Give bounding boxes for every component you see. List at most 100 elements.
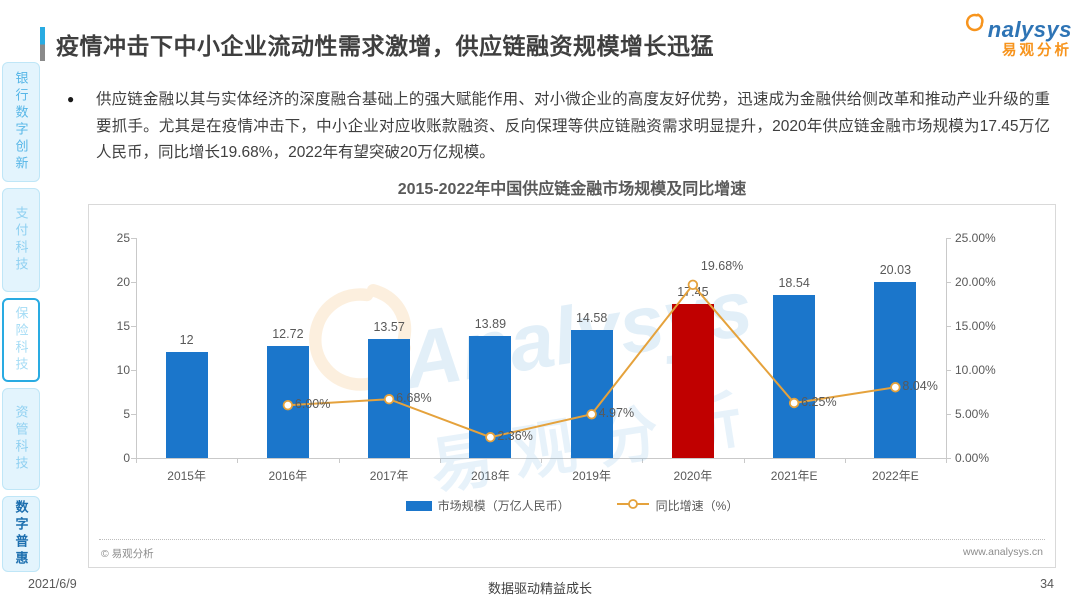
chart-title: 2015-2022年中国供应链金融市场规模及同比增速 bbox=[397, 181, 747, 198]
bar-2015年 bbox=[165, 352, 208, 458]
sidebar-item-payment-tech[interactable]: 支付科技 bbox=[2, 188, 40, 292]
bar-value-label: 20.03 bbox=[879, 262, 912, 277]
footer-page-number: 34 bbox=[1040, 577, 1054, 591]
line-marker-2022年E bbox=[890, 382, 901, 393]
sidebar-item-bank-digital-innovation[interactable]: 银行数字创新 bbox=[2, 62, 40, 182]
growth-line bbox=[282, 279, 901, 443]
bullet-marker: ● bbox=[67, 92, 75, 106]
y-axis-left-label: 5 bbox=[123, 407, 130, 421]
y-axis-left-label: 0 bbox=[123, 451, 130, 465]
line-marker-2019年 bbox=[586, 409, 597, 420]
x-axis-tick bbox=[844, 458, 846, 463]
y-axis-right-label: 20.00% bbox=[955, 275, 996, 289]
y-axis-left-label: 15 bbox=[116, 319, 130, 333]
legend-item-growth-rate: 同比增速（%） bbox=[616, 497, 739, 514]
analysys-logo: nalysys 易观分析 bbox=[938, 12, 1072, 59]
card-copyright: © 易观分析 bbox=[101, 548, 154, 560]
line-marker-2021年E bbox=[788, 397, 800, 409]
legend-item-market-size: 市场规模（万亿人民币） bbox=[405, 497, 570, 514]
sidebar-item-asset-mgmt-tech[interactable]: 资管科技 bbox=[2, 388, 40, 490]
bar-value-label: 13.57 bbox=[373, 319, 405, 334]
y-axis-right-label: 10.00% bbox=[955, 363, 996, 377]
x-axis-tick bbox=[338, 458, 340, 463]
bullet-paragraph: 供应链金融以其与实体经济的深度融合基础上的强大赋能作用、对小微企业的高度友好优势… bbox=[96, 91, 1050, 162]
line-marker-2016年 bbox=[282, 399, 294, 411]
line-value-label: 19.68% bbox=[700, 258, 744, 273]
y-axis-left-label: 20 bbox=[116, 275, 130, 289]
chart-card: Analysys 易观分析 1212.7213.5713.8914.5817.4… bbox=[88, 204, 1056, 568]
line-legend-marker bbox=[616, 498, 650, 513]
y-axis-right-label: 25.00% bbox=[955, 231, 996, 245]
y-right-tick bbox=[946, 414, 951, 415]
legend-label-market-size: 市场规模（万亿人民币） bbox=[437, 499, 570, 513]
y-axis-left-label: 25 bbox=[116, 231, 130, 245]
x-axis-label-2019年: 2019年 bbox=[572, 469, 611, 483]
y-right-tick bbox=[946, 238, 951, 239]
line-value-label: 6.00% bbox=[294, 397, 331, 412]
bar-value-label: 14.58 bbox=[575, 310, 608, 325]
x-axis-label-2017年: 2017年 bbox=[369, 469, 409, 483]
y-axis-right-label: 5.00% bbox=[955, 407, 990, 421]
footer-date: 2021/6/9 bbox=[28, 577, 77, 591]
line-marker-2018年 bbox=[485, 432, 496, 443]
bar-2022年E bbox=[874, 281, 917, 458]
card-separator bbox=[99, 539, 1045, 540]
line-value-label: 6.68% bbox=[396, 391, 432, 406]
line-value-label: 2.36% bbox=[497, 429, 533, 444]
sidebar: 银行数字创新 支付科技 保险科技 资管科技 数字普惠 bbox=[2, 62, 40, 572]
x-axis-label-2015年: 2015年 bbox=[167, 469, 206, 483]
y-left-tick bbox=[131, 238, 136, 239]
x-axis-tick bbox=[237, 458, 239, 463]
sidebar-item-insurance-tech[interactable]: 保险科技 bbox=[2, 298, 40, 382]
chart-legend: 市场规模（万亿人民币） 同比增速（%） bbox=[89, 497, 1055, 514]
y-left-tick bbox=[131, 458, 136, 459]
bar-value-label: 18.54 bbox=[778, 275, 810, 290]
x-axis-tick bbox=[541, 458, 542, 463]
line-value-label: 8.04% bbox=[902, 379, 938, 394]
y-right-tick bbox=[946, 326, 951, 327]
line-value-label: 6.25% bbox=[801, 395, 837, 409]
x-axis-label-2016年: 2016年 bbox=[268, 469, 308, 483]
bar-value-label: 12.72 bbox=[272, 327, 304, 342]
y-left-tick bbox=[131, 370, 136, 371]
logo-swirl-icon bbox=[963, 12, 988, 41]
card-website: www.analysys.cn bbox=[963, 546, 1043, 558]
bar-2019年 bbox=[570, 329, 613, 458]
title-accent-bar bbox=[40, 27, 45, 61]
line-marker-2020年 bbox=[687, 279, 699, 291]
x-axis-tick bbox=[946, 458, 947, 463]
x-axis-tick bbox=[439, 458, 441, 463]
logo-text-en: nalysys bbox=[987, 17, 1072, 42]
x-axis-label-2018年: 2018年 bbox=[471, 469, 510, 483]
x-axis-tick bbox=[743, 458, 745, 463]
y-right-tick bbox=[946, 458, 951, 459]
logo-text-cn: 易观分析 bbox=[1002, 43, 1072, 59]
y-left-tick bbox=[131, 282, 136, 283]
bar-2021年E bbox=[773, 294, 816, 458]
plot-area: 12 12.72 13.57 13.89 14.58 17.45 18.54 20.03 6.0… bbox=[136, 238, 946, 458]
x-axis-label-2022年E: 2022年E bbox=[872, 469, 919, 483]
x-axis-tick bbox=[642, 458, 644, 463]
bar-legend-swatch bbox=[405, 500, 432, 511]
sidebar-item-digital-inclusion[interactable]: 数字普惠 bbox=[2, 496, 40, 572]
x-axis-label-2020年: 2020年 bbox=[673, 469, 713, 483]
bar-value-label: 13.89 bbox=[474, 316, 507, 331]
legend-label-growth-rate: 同比增速（%） bbox=[655, 499, 739, 513]
bar-2020年 bbox=[671, 304, 714, 458]
x-axis-tick bbox=[136, 458, 137, 463]
line-value-label: 4.97% bbox=[598, 406, 635, 421]
bar-value-label: 12 bbox=[179, 333, 194, 348]
footer-slogan: 数据驱动精益成长 bbox=[487, 581, 592, 596]
y-left-tick bbox=[131, 326, 136, 327]
line-marker-2017年 bbox=[383, 394, 395, 405]
y-left-tick bbox=[131, 414, 136, 415]
y-right-tick bbox=[946, 370, 951, 371]
y-axis-left-line bbox=[136, 238, 137, 458]
page-title: 疫情冲击下中小企业流动性需求激增，供应链融资规模增长迅猛 bbox=[56, 33, 714, 59]
x-axis-label-2021年E: 2021年E bbox=[770, 469, 818, 483]
y-axis-right-line bbox=[946, 238, 947, 458]
y-axis-right-label: 0.00% bbox=[955, 451, 990, 465]
y-axis-right-label: 15.00% bbox=[955, 319, 996, 333]
y-axis-left-label: 10 bbox=[116, 363, 130, 377]
